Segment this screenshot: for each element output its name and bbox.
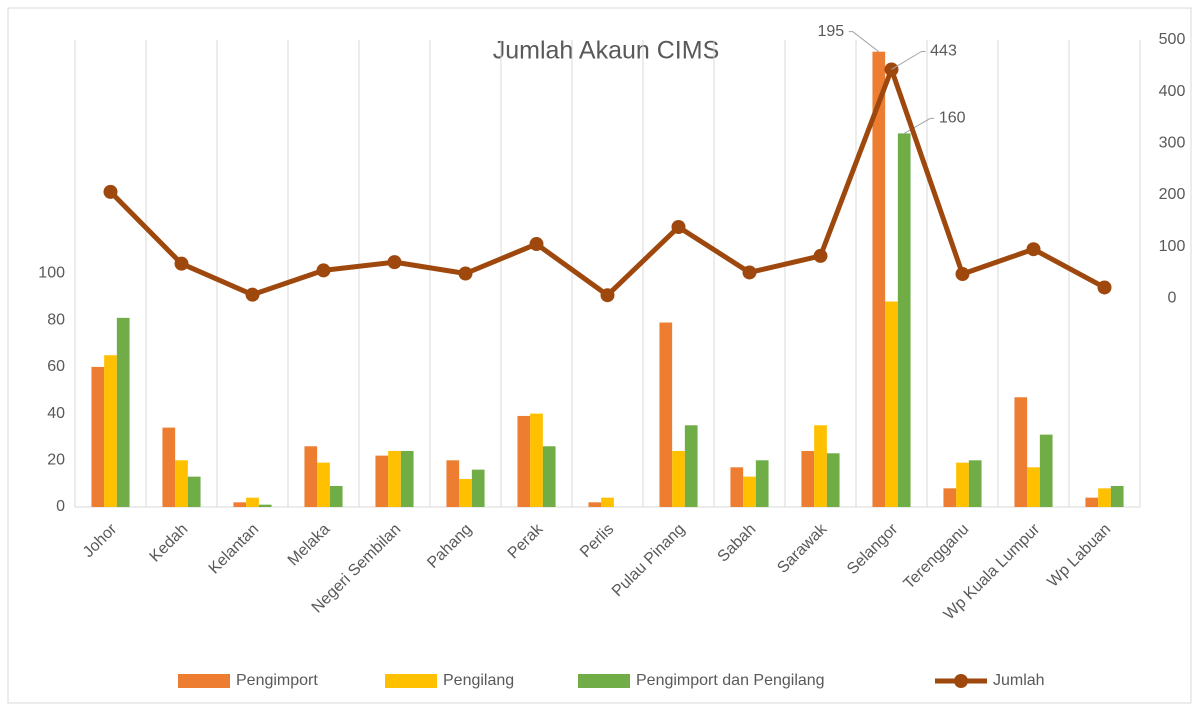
bar — [885, 301, 898, 507]
legend-marker — [954, 674, 968, 688]
data-label: 195 — [817, 23, 844, 40]
bar — [968, 460, 982, 507]
bar — [801, 450, 815, 507]
bar — [446, 460, 460, 507]
legend-label: Jumlah — [993, 672, 1045, 689]
bar — [730, 467, 744, 507]
bar — [1027, 467, 1040, 507]
line-marker — [458, 266, 473, 281]
line-marker — [387, 255, 402, 270]
bar — [684, 425, 698, 507]
bar — [542, 446, 556, 507]
bar — [187, 476, 201, 507]
bar — [1110, 485, 1124, 507]
bar — [743, 476, 756, 507]
bar — [601, 497, 614, 507]
bar — [672, 450, 685, 507]
bar — [814, 425, 827, 507]
line-marker — [671, 220, 686, 235]
chart-border — [7, 7, 1192, 704]
bar — [659, 322, 673, 507]
label-leader — [848, 31, 880, 53]
bar — [755, 460, 769, 507]
bar — [1039, 434, 1053, 507]
y2-tick-label: 500 — [1159, 31, 1186, 48]
data-label: 160 — [939, 110, 966, 127]
bar — [826, 453, 840, 507]
bar — [588, 502, 602, 507]
bar — [400, 450, 414, 507]
legend-label: Pengimport dan Pengilang — [636, 672, 825, 689]
y-tick-label: 0 — [56, 498, 65, 515]
line-marker — [103, 184, 118, 199]
line-marker — [813, 248, 828, 263]
y-tick-label: 60 — [47, 358, 65, 375]
bar — [375, 455, 389, 507]
line-marker — [955, 267, 970, 282]
bar — [104, 355, 117, 507]
y2-tick-label: 300 — [1159, 135, 1186, 152]
legend-swatch — [578, 674, 630, 688]
bar — [116, 317, 130, 507]
bar — [329, 485, 343, 507]
legend-label: Pengilang — [443, 672, 514, 689]
y2-tick-label: 200 — [1159, 186, 1186, 203]
y-tick-label: 20 — [47, 452, 65, 469]
line-marker — [742, 265, 757, 280]
line-marker — [174, 256, 189, 271]
data-label: 443 — [930, 43, 957, 60]
line-marker — [245, 287, 260, 302]
line-marker — [316, 263, 331, 278]
bar — [872, 51, 886, 508]
bar — [956, 462, 969, 507]
bar — [1098, 488, 1111, 507]
legend-label: Pengimport — [236, 672, 318, 689]
bar — [162, 427, 176, 507]
line-marker — [1026, 242, 1041, 257]
bar — [1014, 397, 1028, 507]
y-tick-label: 100 — [38, 265, 65, 282]
legend-swatch — [385, 674, 437, 688]
y-tick-label: 40 — [47, 405, 65, 422]
legend-swatch — [178, 674, 230, 688]
bar — [530, 413, 543, 507]
bar — [517, 415, 531, 507]
bar — [897, 133, 911, 507]
bar — [246, 497, 259, 507]
y2-tick-label: 100 — [1159, 238, 1186, 255]
y-tick-label: 80 — [47, 311, 65, 328]
chart-title: Jumlah Akaun CIMS — [493, 37, 720, 65]
bar — [943, 488, 957, 507]
bar — [459, 478, 472, 507]
y2-tick-label: 0 — [1168, 290, 1177, 307]
bar — [317, 462, 330, 507]
line-marker — [529, 237, 544, 252]
bar — [1085, 497, 1099, 507]
bar — [91, 366, 105, 507]
bar — [258, 504, 272, 507]
line-marker — [600, 288, 615, 303]
bar — [175, 460, 188, 507]
label-leader — [891, 50, 926, 70]
bar — [471, 469, 485, 507]
line-marker — [1097, 280, 1112, 295]
bar — [233, 502, 247, 507]
bar — [388, 450, 401, 507]
y2-tick-label: 400 — [1159, 83, 1186, 100]
bar — [304, 446, 318, 507]
